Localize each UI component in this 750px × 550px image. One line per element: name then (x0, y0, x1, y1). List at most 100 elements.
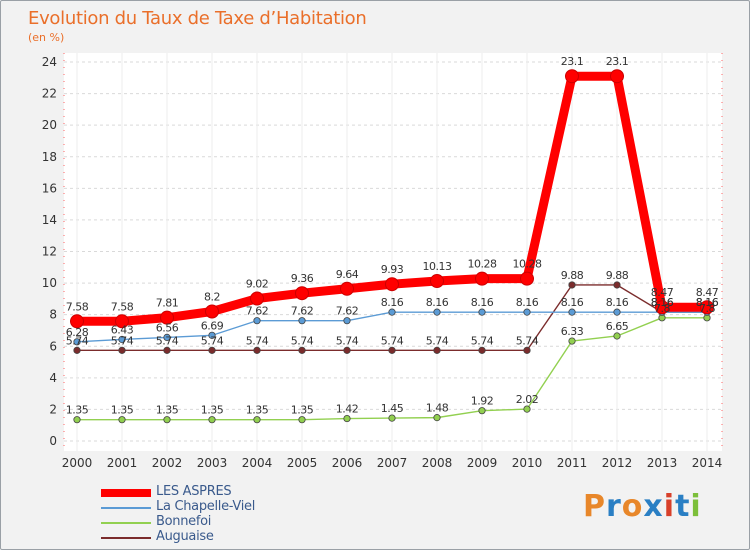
data-label: 10.13 (423, 260, 452, 273)
y-tick-label: 22 (42, 87, 57, 101)
data-point (655, 300, 669, 315)
logo-letter: x (643, 489, 664, 524)
data-point (478, 346, 486, 354)
data-point (565, 69, 579, 84)
data-label: 5.74 (66, 334, 89, 347)
data-point (433, 308, 441, 316)
data-label: 6.56 (156, 321, 179, 334)
data-point (208, 346, 216, 354)
chart-title: Evolution du Taux de Taxe d’Habitation (28, 8, 367, 29)
data-label: 6.28 (66, 326, 89, 339)
logo-letter: P (583, 489, 606, 524)
data-point (298, 317, 306, 325)
data-label: 8.16 (651, 296, 674, 309)
legend-swatch (101, 537, 151, 539)
data-point (163, 333, 171, 342)
x-tick-label: 2013 (647, 456, 678, 470)
data-point (475, 271, 489, 286)
legend-label: LES ASPRES (156, 484, 232, 499)
data-point (295, 286, 309, 301)
y-tick-label: 14 (42, 213, 57, 227)
logo-letter: i (663, 489, 676, 524)
data-point (343, 317, 351, 325)
data-point (118, 335, 126, 344)
data-point (73, 416, 81, 424)
data-point (523, 405, 531, 413)
data-label: 8.16 (381, 296, 404, 309)
data-point (250, 291, 264, 306)
data-label: 5.74 (111, 334, 134, 347)
x-tick-label: 2008 (422, 456, 453, 470)
data-point (388, 346, 396, 354)
data-label: 1.35 (291, 404, 314, 417)
data-label: 1.35 (246, 404, 269, 417)
data-label: 8.2 (204, 291, 220, 304)
data-label: 10.28 (468, 258, 497, 271)
x-tick-label: 2012 (602, 456, 633, 470)
data-point (700, 300, 714, 315)
data-label: 1.45 (381, 402, 404, 415)
data-point (118, 346, 126, 354)
data-label: 5.74 (381, 334, 404, 347)
data-point (520, 271, 534, 286)
data-label: 6.65 (606, 320, 629, 333)
data-point (433, 346, 441, 354)
data-label: 9.02 (246, 278, 269, 291)
data-label: 9.88 (561, 269, 584, 282)
data-label: 1.92 (471, 395, 494, 408)
data-label: 9.64 (336, 268, 359, 281)
x-tick-label: 2004 (242, 456, 273, 470)
data-label: 5.74 (201, 334, 224, 347)
data-label: 1.35 (201, 404, 224, 417)
legend-label: La Chapelle-Viel (156, 499, 256, 514)
data-label: 8.16 (606, 296, 629, 309)
y-tick-label: 2 (49, 402, 57, 416)
data-label: 5.74 (516, 334, 539, 347)
x-tick-label: 2007 (377, 456, 408, 470)
data-label: 7.58 (111, 300, 134, 313)
data-label: 8.16 (516, 296, 539, 309)
data-point (340, 281, 354, 296)
data-label: 6.43 (111, 323, 134, 336)
legend-swatch (101, 522, 151, 524)
data-label: 5.74 (156, 334, 179, 347)
data-label: 8.16 (426, 296, 449, 309)
data-label: 23.1 (606, 55, 629, 68)
y-tick-label: 16 (42, 181, 57, 195)
data-point (613, 308, 621, 316)
data-point (70, 314, 84, 329)
proxiti-logo: Proxiti (583, 489, 702, 524)
data-label: 23.1 (561, 55, 584, 68)
data-label: 8.16 (696, 296, 719, 309)
data-point (73, 346, 81, 354)
data-label: 8.16 (471, 296, 494, 309)
data-point (343, 346, 351, 354)
data-point (253, 317, 261, 325)
data-label: 7.58 (66, 300, 89, 313)
data-label: 5.74 (246, 334, 269, 347)
data-point (343, 414, 351, 423)
legend-label: Bonnefoi (156, 514, 212, 529)
data-label: 7.62 (246, 305, 269, 318)
x-tick-label: 2006 (332, 456, 363, 470)
data-point (478, 308, 486, 316)
data-point (385, 277, 399, 292)
data-label: 7.62 (291, 305, 314, 318)
data-label: 8.16 (696, 296, 719, 309)
data-point (73, 338, 81, 346)
legend-swatch (101, 489, 151, 497)
x-tick-label: 2003 (197, 456, 228, 470)
data-label: 1.35 (156, 404, 179, 417)
data-point (478, 407, 486, 415)
y-tick-label: 10 (42, 276, 57, 290)
data-label: 6.33 (561, 325, 584, 338)
data-label: 5.74 (336, 334, 359, 347)
x-tick-label: 2002 (152, 456, 183, 470)
data-point (163, 416, 171, 424)
data-point (568, 337, 576, 345)
data-point (160, 310, 174, 325)
x-tick-label: 2011 (557, 456, 588, 470)
logo-letter: t (675, 489, 691, 524)
